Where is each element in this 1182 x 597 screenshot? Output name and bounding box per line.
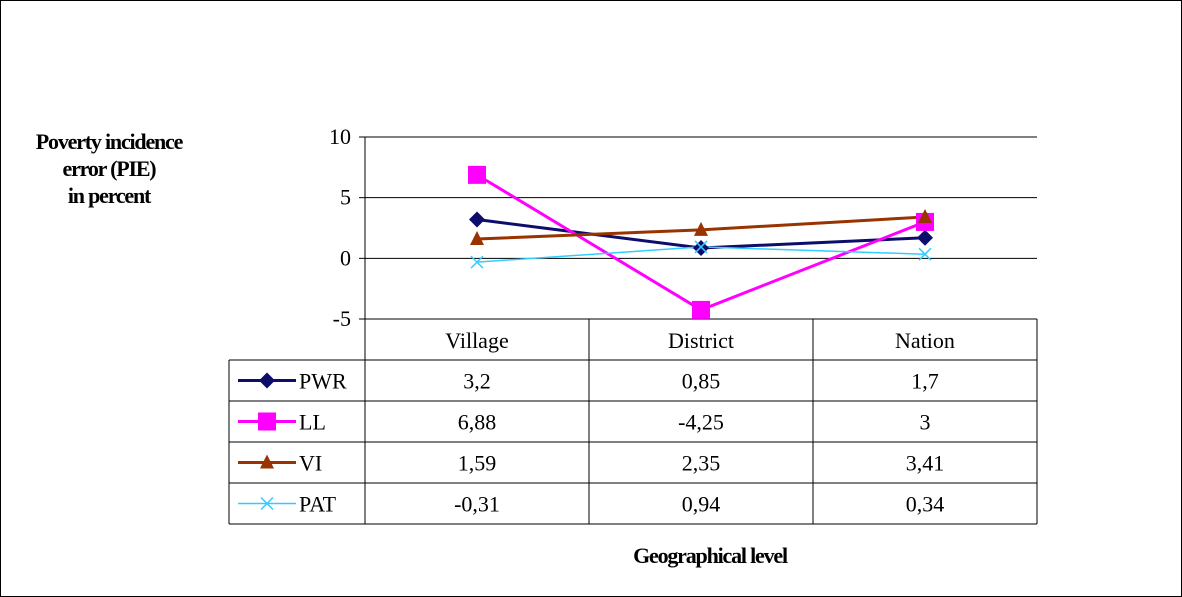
y-axis-label-line-1: Poverty incidence: [35, 129, 184, 154]
legend-key-marker-LL: [258, 412, 276, 431]
data-point-VI: [694, 221, 708, 236]
table-cell-value: 6,88: [458, 410, 497, 435]
category-label: Village: [445, 328, 508, 353]
y-tick-label: -5: [333, 306, 351, 331]
category-label: Nation: [895, 328, 955, 353]
data-point-LL: [468, 165, 486, 184]
legend-entry-VI: VI: [299, 451, 322, 476]
legend-entry-PWR: PWR: [299, 369, 347, 394]
table-cell-value: 3,2: [463, 369, 491, 394]
data-point-PWR: [917, 229, 933, 246]
data-point-VI: [918, 208, 932, 223]
y-tick-label: 5: [340, 185, 351, 210]
table-cell-value: -4,25: [678, 410, 724, 435]
data-point-PAT: [694, 240, 708, 254]
legend-key-marker-PAT: [260, 496, 274, 511]
data-point-PAT: [470, 255, 484, 269]
table-cell-value: 1,59: [458, 451, 497, 476]
data-point-VI: [470, 231, 484, 246]
category-label: District: [668, 328, 734, 353]
table-cell-value: 2,35: [682, 451, 721, 476]
legend-key-marker-VI: [260, 454, 274, 469]
legend-entry-PAT: PAT: [299, 492, 337, 517]
data-point-PWR: [693, 240, 709, 257]
table-cell-value: 0,94: [682, 492, 721, 517]
y-tick-label: 0: [340, 245, 351, 270]
table-cell-value: 3: [920, 410, 931, 435]
y-tick-label: 10: [329, 124, 351, 149]
data-point-PWR: [469, 211, 485, 228]
table-cell-value: -0,31: [454, 492, 500, 517]
table-cell-value: 3,41: [906, 451, 945, 476]
table-cell-value: 0,85: [682, 369, 721, 394]
data-point-LL: [692, 300, 710, 319]
legend-key-marker-PWR: [259, 372, 275, 389]
legend-entry-LL: LL: [299, 410, 326, 435]
table-cell-value: 0,34: [906, 492, 945, 517]
y-axis-label: Poverty incidence error (PIE) in percent: [6, 128, 212, 209]
data-point-PAT: [918, 247, 932, 261]
x-axis-label: Geographical level: [633, 543, 788, 568]
y-axis-label-line-3: in percent: [67, 183, 152, 208]
y-axis-label-line-2: error (PIE): [62, 156, 157, 181]
table-cell-value: 1,7: [911, 369, 939, 394]
